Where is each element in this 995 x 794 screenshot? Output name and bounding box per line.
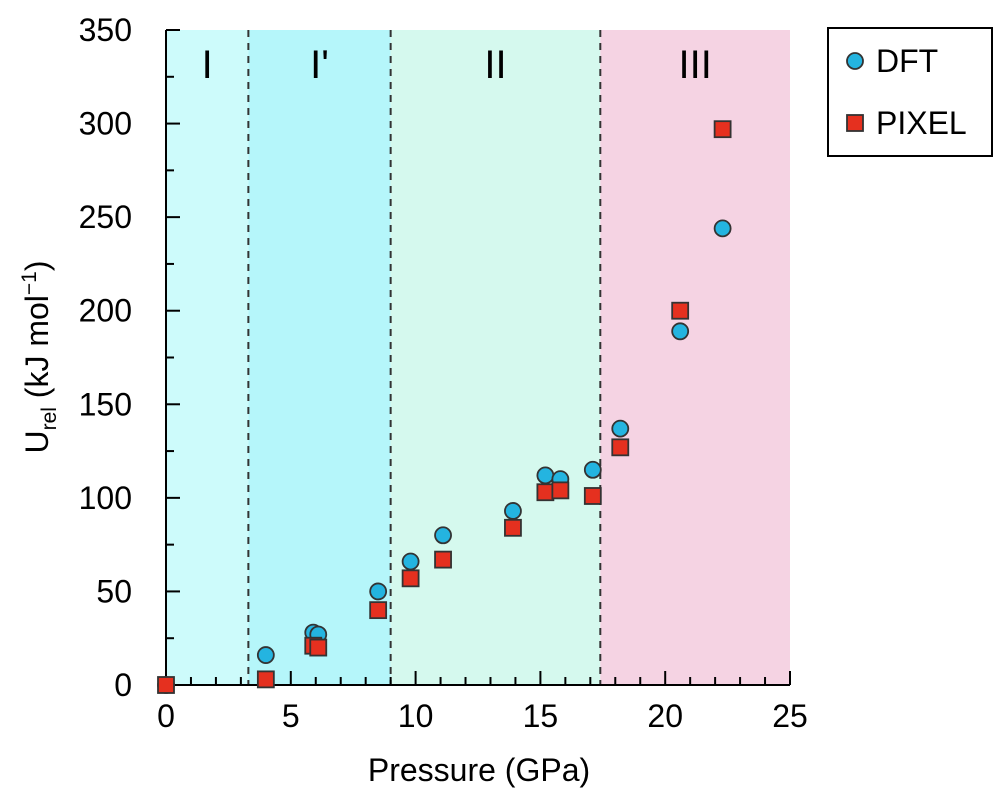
legend: DFT PIXEL	[827, 27, 993, 157]
y-tick-label: 300	[79, 106, 132, 142]
y-axis-title-rest: (kJ mol	[19, 295, 55, 407]
legend-label: PIXEL	[876, 105, 967, 141]
phase-regions	[166, 30, 790, 685]
x-axis-ticks: 0 5 10 15 20 25	[157, 671, 808, 734]
phase-region-labels: I I' II III	[202, 43, 712, 87]
y-tick-label: 50	[96, 573, 132, 609]
y-tick-label: 200	[79, 293, 132, 329]
x-tick-label: 25	[772, 698, 808, 734]
pixel-point	[671, 301, 690, 320]
x-tick-label: 10	[398, 698, 434, 734]
dft-point	[256, 646, 275, 664]
pixel-point	[551, 481, 570, 500]
x-axis-title: Pressure (GPa)	[368, 752, 590, 788]
data-points	[157, 120, 732, 694]
y-tick-label: 250	[79, 199, 132, 235]
y-axis-ticks: 0 50 100 150 200 250 300 350	[79, 12, 180, 703]
pixel-point	[713, 120, 732, 139]
phase-region-label-4: III	[678, 43, 711, 87]
y-tick-label: 350	[79, 12, 132, 48]
phase-region-4	[600, 30, 790, 685]
pixel-point	[157, 676, 175, 694]
pixel-point	[309, 638, 328, 657]
phase-region-2	[248, 30, 391, 685]
y-axis-title-end: )	[19, 260, 55, 271]
dft-point	[536, 466, 555, 485]
x-tick-label: 5	[282, 698, 300, 734]
x-tick-label: 15	[523, 698, 559, 734]
phase-region-label-3: II	[484, 43, 506, 87]
pixel-point	[401, 569, 420, 588]
dft-point	[671, 322, 690, 341]
pixel-point	[504, 518, 522, 537]
dft-point	[401, 552, 420, 571]
y-tick-label: 100	[79, 480, 132, 516]
phase-region-label-2: I'	[310, 43, 329, 87]
legend-dft-marker	[846, 52, 864, 70]
dft-point	[713, 219, 732, 238]
y-tick-label: 150	[79, 386, 132, 422]
dft-point	[369, 582, 388, 601]
legend-label: DFT	[876, 43, 938, 79]
pixel-point	[434, 550, 452, 569]
legend-pixel-marker	[846, 114, 864, 132]
pixel-point	[611, 438, 630, 457]
dft-point	[611, 419, 630, 438]
phase-region-3	[390, 30, 601, 685]
dft-point	[434, 526, 452, 545]
legend-box	[827, 27, 993, 157]
y-tick-label: 0	[114, 667, 132, 703]
phase-boundaries	[247, 30, 602, 685]
y-axis-title-subscript: rel	[38, 407, 61, 430]
phase-region-1	[166, 30, 249, 685]
pixel-point	[256, 670, 275, 689]
x-tick-label: 20	[647, 698, 683, 734]
pixel-point	[369, 601, 388, 620]
x-tick-label: 0	[157, 698, 175, 734]
y-axis-title-main: U	[19, 430, 55, 453]
y-axis-title: Urel (kJ mol−1)	[18, 260, 61, 453]
dft-point	[504, 502, 522, 520]
pixel-point	[583, 487, 602, 505]
phase-region-label-1: I	[202, 43, 213, 87]
y-axis-title-superscript: −1	[18, 271, 41, 295]
pixel-point	[536, 483, 555, 502]
dft-point	[583, 460, 602, 479]
